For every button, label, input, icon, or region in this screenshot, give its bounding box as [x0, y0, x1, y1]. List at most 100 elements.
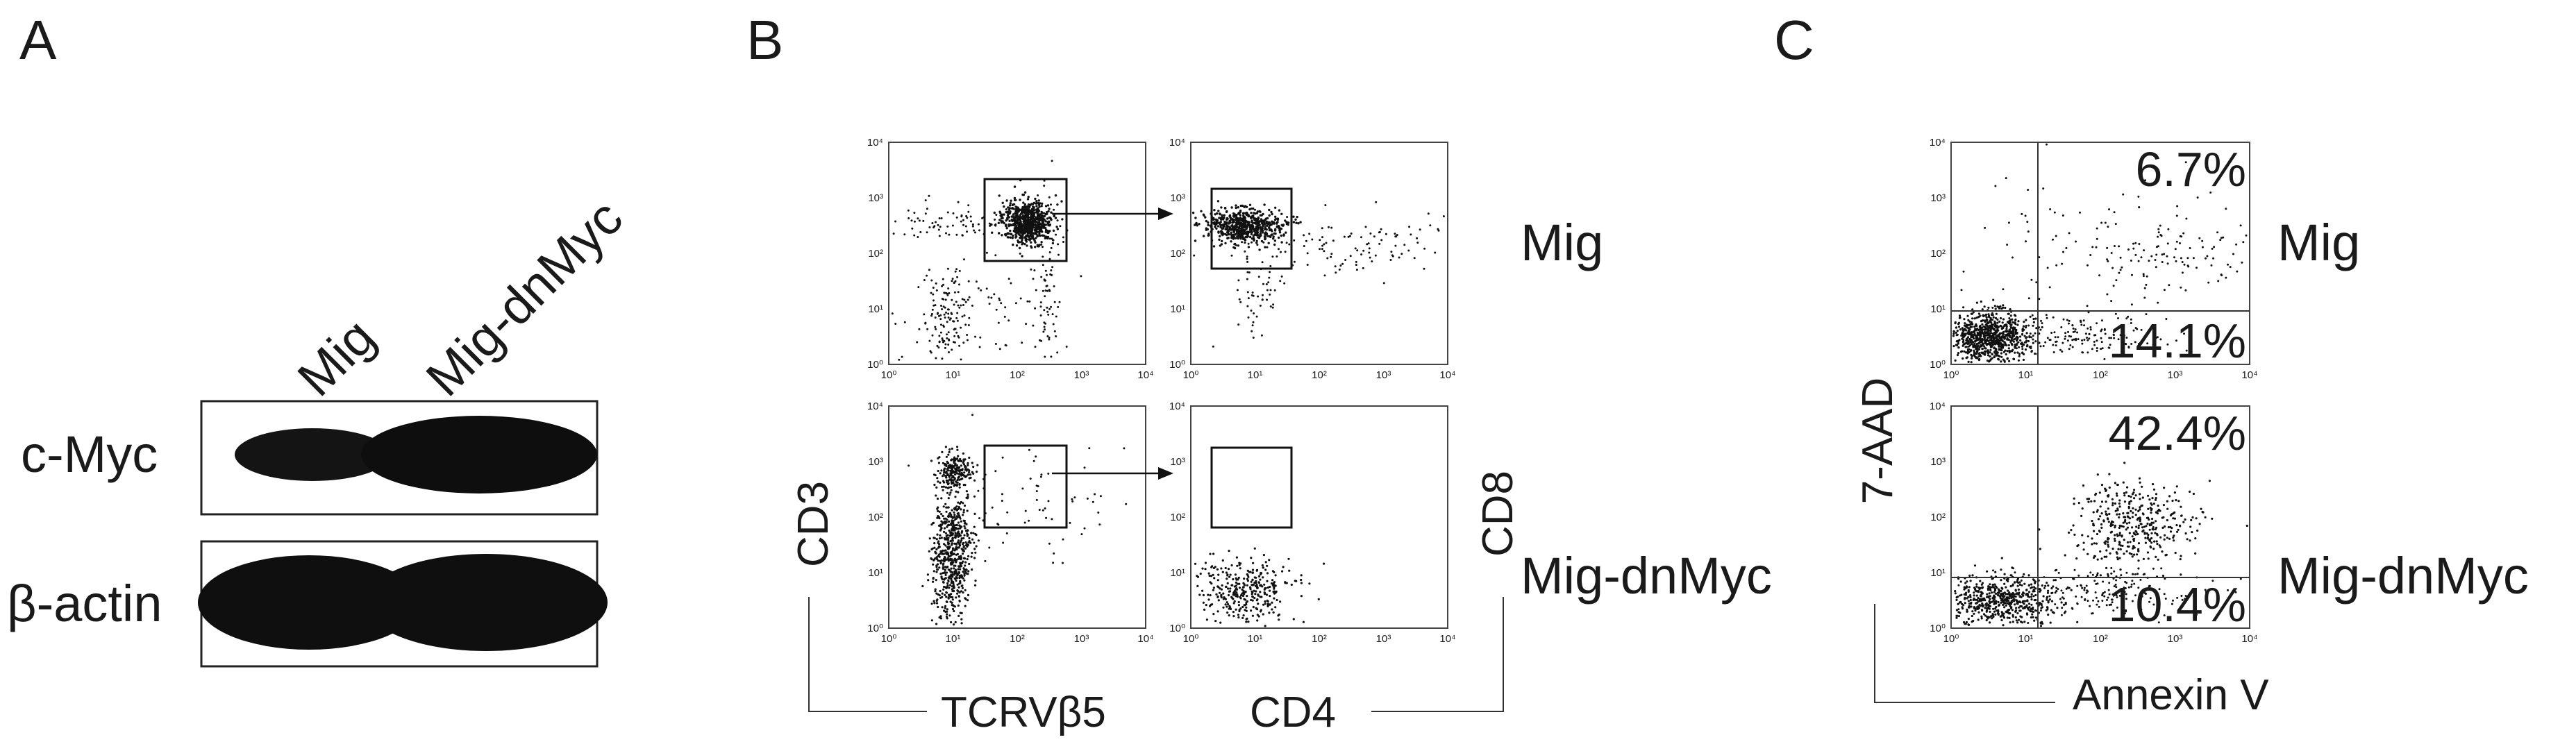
- scatter-point: [962, 560, 964, 563]
- scatter-point: [1265, 233, 1269, 235]
- scatter-point: [1253, 547, 1256, 550]
- scatter-point: [1998, 320, 2001, 323]
- scatter-point: [963, 471, 966, 474]
- scatter-point: [1259, 596, 1262, 598]
- scatter-point: [973, 229, 976, 232]
- scatter-point: [1369, 232, 1372, 235]
- scatter-point: [898, 358, 901, 361]
- scatter-point: [2185, 349, 2188, 352]
- scatter-point: [1952, 332, 1955, 335]
- scatter-point: [2121, 266, 2123, 269]
- scatter-point: [1254, 584, 1257, 588]
- scatter-point: [942, 339, 944, 341]
- scatter-point: [959, 459, 962, 462]
- tick-label: 10²: [1312, 633, 1327, 645]
- scatter-point: [951, 537, 954, 540]
- scatter-point: [1267, 221, 1271, 223]
- scatter-point: [942, 341, 944, 344]
- scatter-point: [1273, 243, 1276, 246]
- scatter-point: [2032, 590, 2034, 593]
- scatter-point: [1040, 276, 1043, 278]
- scatter-point: [1239, 209, 1242, 212]
- scatter-point: [1219, 587, 1221, 590]
- scatter-point: [955, 559, 958, 562]
- scatter-point: [2061, 262, 2064, 265]
- scatter-point: [1975, 607, 1977, 610]
- scatter-point: [1982, 333, 1985, 336]
- scatter-point: [2046, 596, 2049, 598]
- scatter-point: [935, 282, 937, 285]
- scatter-point: [2007, 338, 2009, 341]
- scatter-point: [2016, 323, 2019, 326]
- scatter-point: [957, 501, 960, 504]
- scatter-point: [1037, 201, 1040, 205]
- scatter-point: [1980, 591, 1982, 593]
- scatter-point: [1046, 289, 1048, 292]
- scatter-point: [946, 546, 948, 549]
- scatter-point: [1092, 500, 1094, 503]
- scatter-point: [2122, 193, 2125, 196]
- scatter-point: [2006, 602, 2009, 605]
- scatter-point: [2139, 508, 2141, 511]
- scatter-point: [956, 583, 959, 586]
- scatter-point: [2175, 240, 2178, 243]
- scatter-point: [1378, 242, 1381, 245]
- scatter-point: [2016, 342, 2018, 345]
- scatter-point: [967, 555, 970, 558]
- scatter-point: [2005, 323, 2008, 326]
- scatter-point: [953, 458, 955, 461]
- scatter-point: [2137, 524, 2140, 527]
- scatter-point: [2163, 487, 2166, 489]
- scatter-point: [1258, 223, 1261, 226]
- scatter-point: [1971, 357, 1973, 360]
- scatter-point: [1032, 205, 1035, 208]
- scatter-point: [2089, 254, 2092, 256]
- scatter-point: [1235, 214, 1238, 217]
- scatter-point: [2119, 256, 2122, 259]
- scatter-point: [2008, 608, 2011, 611]
- scatter-point: [942, 567, 944, 570]
- scatter-point: [924, 321, 927, 324]
- scatter-point: [2096, 558, 2099, 561]
- condition-label-mig: Mig: [1521, 214, 1603, 271]
- scatter-point: [1001, 456, 1004, 459]
- scatter-point: [901, 355, 903, 358]
- scatter-point: [967, 599, 969, 602]
- scatter-point: [2093, 344, 2096, 346]
- scatter-point: [1991, 586, 1993, 589]
- scatter-point: [2184, 161, 2187, 164]
- scatter-point: [2023, 321, 2025, 323]
- scatter-point: [1025, 323, 1028, 326]
- scatter-point: [2157, 228, 2160, 230]
- scatter-point: [957, 531, 960, 534]
- scatter-point: [2127, 346, 2130, 349]
- scatter-point: [2055, 344, 2057, 347]
- panel-b: 10⁰10⁰10¹10¹10²10²10³10³10⁴10⁴10⁰10⁰10¹1…: [789, 137, 1772, 736]
- scatter-point: [2123, 521, 2126, 523]
- scatter-point: [955, 527, 957, 530]
- scatter-point: [2138, 206, 2141, 209]
- scatter-point: [1033, 239, 1036, 242]
- scatter-point: [930, 619, 933, 622]
- scatter-point: [1229, 217, 1232, 221]
- scatter-point: [1235, 216, 1238, 219]
- scatter-point: [953, 303, 955, 306]
- scatter-point: [1983, 305, 1986, 308]
- scatter-point: [944, 559, 947, 562]
- scatter-point: [936, 344, 939, 347]
- scatter-point: [2027, 324, 2030, 327]
- scatter-point: [2019, 339, 2022, 341]
- scatter-point: [1285, 242, 1288, 244]
- scatter-point: [953, 281, 955, 284]
- scatter-point: [1989, 346, 1992, 348]
- scatter-point: [1228, 550, 1230, 552]
- scatter-point: [1237, 233, 1240, 236]
- scatter-point: [2083, 339, 2086, 341]
- scatter-point: [2012, 614, 2014, 616]
- scatter-point: [1007, 319, 1010, 322]
- scatter-point: [1030, 268, 1032, 271]
- scatter-point: [2222, 236, 2225, 239]
- scatter-point: [945, 510, 948, 513]
- scatter-point: [1221, 214, 1223, 217]
- scatter-point: [2040, 319, 2042, 322]
